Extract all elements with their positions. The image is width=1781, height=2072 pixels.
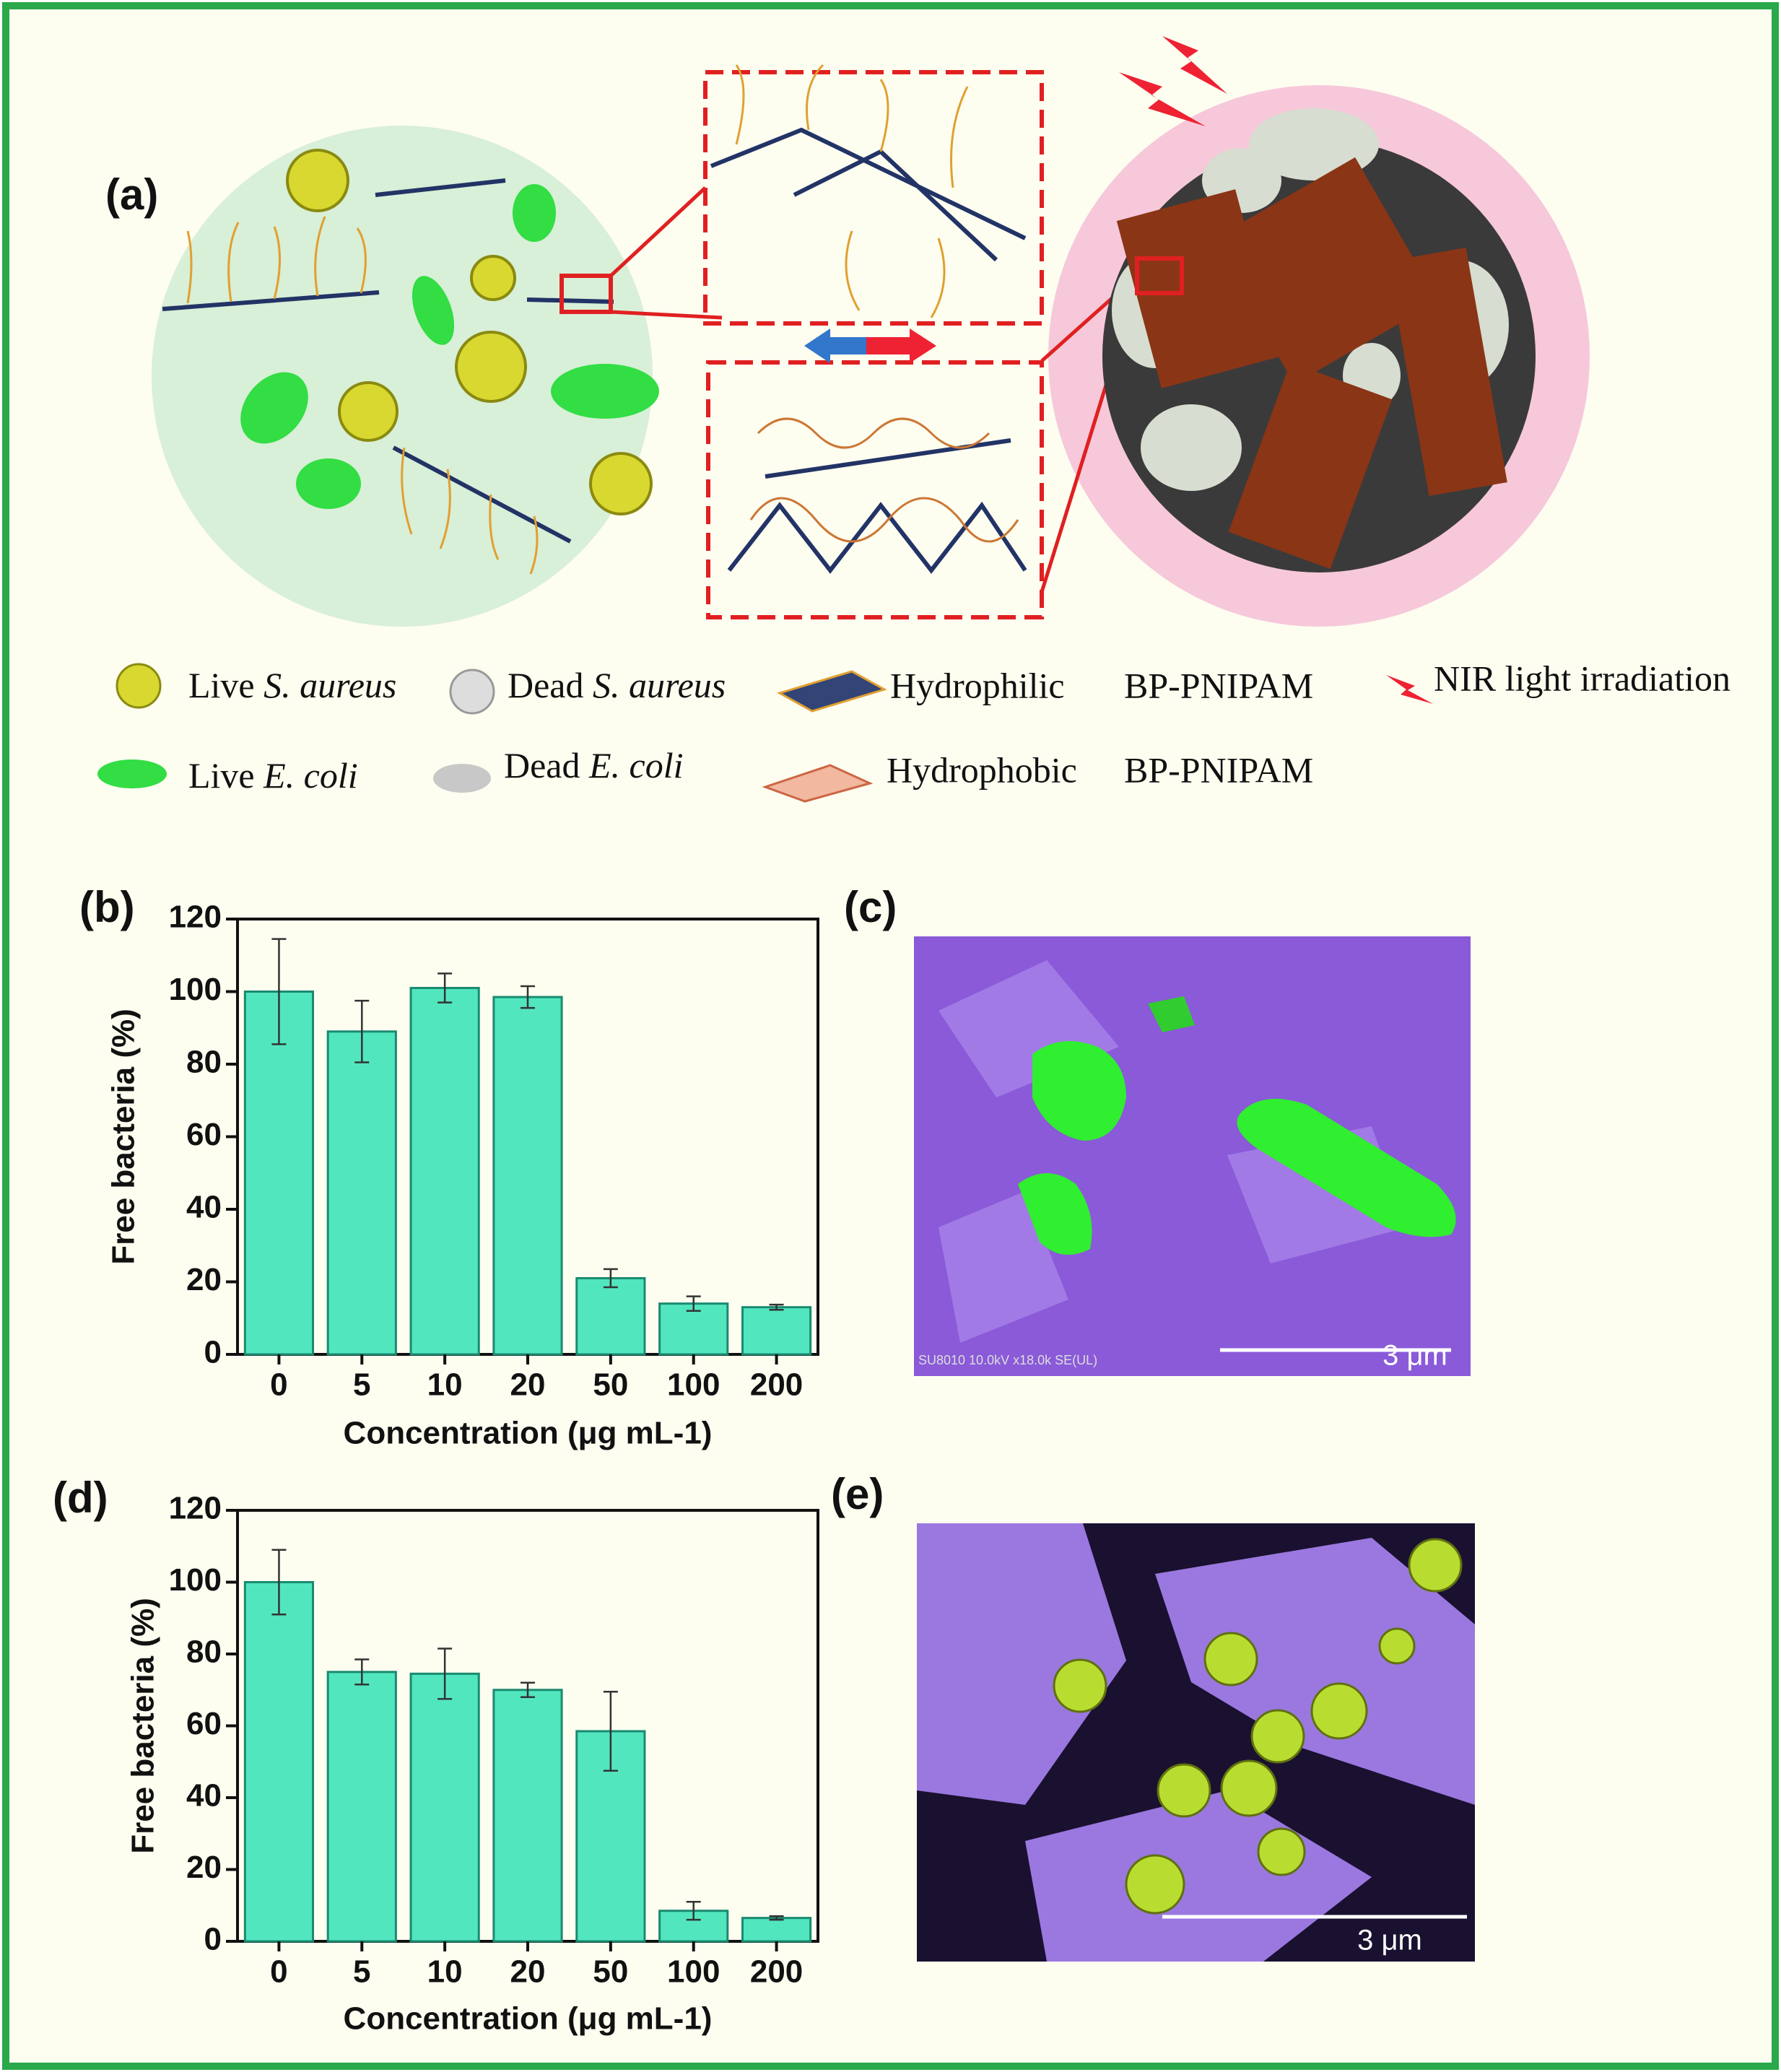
sem-info: SU8010 10.0kV x18.0k SE(UL) — [918, 1353, 1097, 1367]
x-tick-label: 200 — [750, 1954, 803, 1990]
y-tick-label: 120 — [169, 1491, 222, 1526]
legend-entry: Live S. aureus — [188, 665, 396, 705]
legend-entry: NIR light irradiation — [1434, 658, 1730, 698]
bar — [243, 991, 315, 1356]
legend — [97, 663, 1433, 803]
bar — [326, 1671, 397, 1943]
x-tick-label: 10 — [427, 1367, 463, 1403]
legend-entry: Hydrophilic — [890, 665, 1065, 705]
scale-bar-label: 3 μm — [1357, 1925, 1422, 1956]
x-tick-label: 20 — [510, 1954, 546, 1990]
y-tick-label: 20 — [186, 1850, 222, 1885]
x-tick-label: 0 — [270, 1954, 287, 1990]
bar — [492, 1689, 563, 1943]
x-tick-label: 50 — [593, 1367, 628, 1403]
x-tick-label: 100 — [667, 1367, 720, 1403]
x-tick-label: 5 — [353, 1367, 370, 1403]
y-tick-label: 120 — [169, 900, 222, 935]
y-tick-label: 0 — [204, 1335, 222, 1370]
panel-label: (a) — [105, 170, 158, 219]
sem-image — [914, 936, 1471, 1376]
legend-entry: BP-PNIPAM — [1124, 665, 1313, 705]
legend-entry: BP-PNIPAM — [1124, 749, 1313, 790]
illustration — [152, 36, 1590, 627]
legend-entry: Hydrophobic — [887, 749, 1077, 790]
y-tick-label: 20 — [186, 1262, 222, 1297]
legend-entry: Dead S. aureus — [508, 665, 726, 705]
bar — [326, 1030, 397, 1356]
y-tick-label: 0 — [204, 1922, 222, 1957]
panel-label: (b) — [79, 883, 135, 931]
bar — [409, 986, 480, 1356]
x-axis-label: Concentration (μg mL-1) — [344, 1416, 713, 1451]
bar — [658, 1302, 729, 1356]
bar — [492, 996, 563, 1356]
x-tick-label: 5 — [353, 1954, 370, 1990]
y-tick-label: 60 — [186, 1706, 222, 1741]
x-tick-label: 20 — [510, 1367, 546, 1403]
panel-label: (e) — [831, 1470, 884, 1518]
y-tick-label: 40 — [186, 1190, 222, 1225]
bar — [243, 1581, 315, 1943]
legend-entry: Dead E. coli — [504, 745, 684, 785]
sem-image — [917, 1523, 1475, 1962]
y-tick-label: 60 — [186, 1117, 222, 1152]
panel-label: (c) — [844, 883, 897, 931]
y-tick-label: 100 — [169, 1562, 222, 1598]
bar — [409, 1672, 480, 1943]
x-tick-label: 200 — [750, 1367, 803, 1403]
x-tick-label: 50 — [593, 1954, 628, 1990]
x-axis-label: Concentration (μg mL-1) — [344, 2001, 713, 2037]
bar — [741, 1917, 812, 1943]
y-tick-label: 40 — [186, 1778, 222, 1814]
y-tick-label: 100 — [169, 972, 222, 1007]
y-tick-label: 80 — [186, 1045, 222, 1080]
y-axis-label: Free bacteria (%) — [106, 1009, 141, 1265]
panel-label: (d) — [53, 1474, 108, 1522]
x-tick-label: 100 — [667, 1954, 720, 1990]
x-tick-label: 10 — [427, 1954, 463, 1990]
y-axis-label: Free bacteria (%) — [126, 1598, 161, 1854]
scale-bar-label: 3 μm — [1382, 1340, 1447, 1372]
bar — [741, 1306, 812, 1356]
y-tick-label: 80 — [186, 1634, 222, 1670]
x-tick-label: 0 — [270, 1367, 287, 1403]
bar — [575, 1276, 646, 1356]
legend-entry: Live E. coli — [188, 755, 358, 796]
